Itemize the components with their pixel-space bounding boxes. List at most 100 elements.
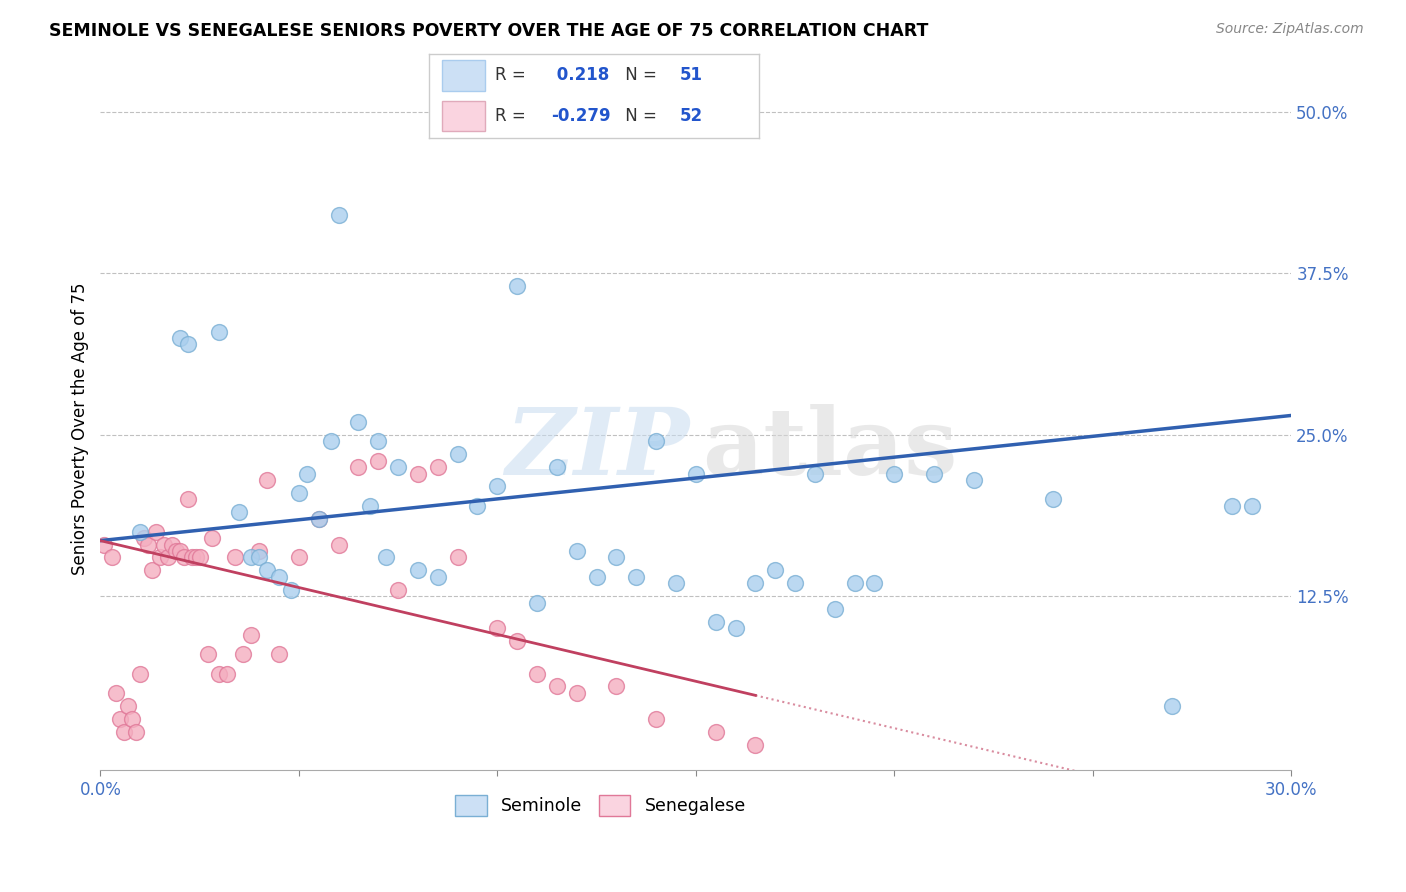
Point	[526, 666, 548, 681]
Point	[117, 698, 139, 713]
Point	[176, 492, 198, 507]
Point	[308, 511, 330, 525]
Y-axis label: Seniors Poverty Over the Age of 75: Seniors Poverty Over the Age of 75	[72, 282, 89, 574]
Text: 52: 52	[681, 107, 703, 125]
Point	[406, 563, 429, 577]
Point	[121, 712, 143, 726]
Point	[319, 434, 342, 449]
Point	[605, 550, 627, 565]
Point	[125, 724, 148, 739]
Point	[704, 724, 727, 739]
Point	[228, 505, 250, 519]
Point	[280, 582, 302, 597]
Point	[208, 325, 231, 339]
Point	[844, 576, 866, 591]
Point	[105, 686, 128, 700]
Point	[132, 531, 155, 545]
Point	[288, 550, 311, 565]
Text: N =: N =	[620, 107, 658, 125]
Point	[526, 596, 548, 610]
Point	[645, 434, 668, 449]
Point	[308, 511, 330, 525]
FancyBboxPatch shape	[441, 101, 485, 131]
Point	[93, 537, 115, 551]
Point	[406, 467, 429, 481]
Point	[1042, 492, 1064, 507]
Point	[224, 550, 246, 565]
Point	[1161, 698, 1184, 713]
Point	[188, 550, 211, 565]
Point	[208, 666, 231, 681]
Legend: Seminole, Senegalese: Seminole, Senegalese	[449, 789, 752, 823]
Point	[367, 434, 389, 449]
Point	[626, 570, 648, 584]
Point	[506, 279, 529, 293]
Point	[169, 544, 191, 558]
Point	[347, 415, 370, 429]
Point	[176, 337, 198, 351]
Point	[585, 570, 607, 584]
Point	[375, 550, 398, 565]
Point	[387, 460, 409, 475]
Point	[295, 467, 318, 481]
Point	[565, 544, 588, 558]
Point	[108, 712, 131, 726]
Point	[546, 680, 568, 694]
Point	[197, 647, 219, 661]
Point	[347, 460, 370, 475]
Point	[824, 602, 846, 616]
Point	[724, 621, 747, 635]
Point	[156, 550, 179, 565]
Point	[565, 686, 588, 700]
Point	[685, 467, 707, 481]
Point	[288, 486, 311, 500]
Point	[141, 563, 163, 577]
Point	[763, 563, 786, 577]
Point	[446, 550, 468, 565]
Point	[256, 563, 278, 577]
Point	[184, 550, 207, 565]
Point	[232, 647, 254, 661]
Point	[267, 647, 290, 661]
Point	[506, 634, 529, 648]
Point	[744, 576, 766, 591]
Point	[446, 447, 468, 461]
Point	[1240, 499, 1263, 513]
Point	[804, 467, 827, 481]
Text: ZIP: ZIP	[506, 404, 690, 494]
Point	[486, 621, 509, 635]
Point	[180, 550, 202, 565]
Point	[426, 460, 449, 475]
Text: 51: 51	[681, 66, 703, 84]
FancyBboxPatch shape	[441, 61, 485, 91]
Point	[426, 570, 449, 584]
Point	[328, 208, 350, 222]
Point	[165, 544, 187, 558]
Point	[605, 680, 627, 694]
Text: R =: R =	[495, 107, 526, 125]
Point	[240, 550, 263, 565]
Point	[367, 453, 389, 467]
Point	[149, 550, 172, 565]
Point	[546, 460, 568, 475]
Text: SEMINOLE VS SENEGALESE SENIORS POVERTY OVER THE AGE OF 75 CORRELATION CHART: SEMINOLE VS SENEGALESE SENIORS POVERTY O…	[49, 22, 928, 40]
Text: 0.218: 0.218	[551, 66, 609, 84]
Point	[883, 467, 905, 481]
Point	[129, 666, 152, 681]
Point	[160, 537, 183, 551]
Point	[200, 531, 222, 545]
Point	[783, 576, 806, 591]
Point	[217, 666, 239, 681]
Point	[112, 724, 135, 739]
Point	[247, 550, 270, 565]
Point	[101, 550, 124, 565]
Point	[256, 473, 278, 487]
Point	[267, 570, 290, 584]
Point	[665, 576, 688, 591]
Point	[486, 479, 509, 493]
Point	[922, 467, 945, 481]
Point	[645, 712, 668, 726]
Text: Source: ZipAtlas.com: Source: ZipAtlas.com	[1216, 22, 1364, 37]
Point	[744, 738, 766, 752]
Point	[1220, 499, 1243, 513]
